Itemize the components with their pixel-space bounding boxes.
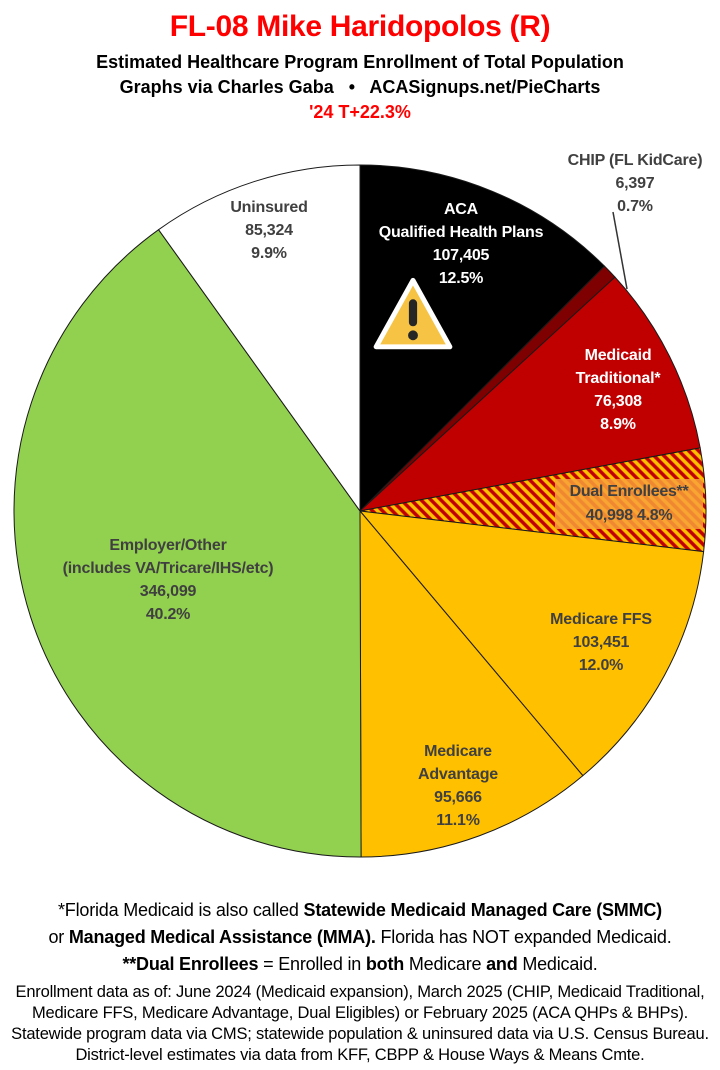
footnote-medicaid-line1: *Florida Medicaid is also called Statewi… <box>58 900 662 920</box>
page-title: FL-08 Mike Haridopolos (R) <box>169 10 551 43</box>
pie-slice-medicare-ffs <box>359 510 705 777</box>
chart-subtitle: Estimated Healthcare Program Enrollment … <box>96 52 624 72</box>
slice-label-chip: CHIP (FL KidCare) 6,397 0.7% <box>567 152 703 215</box>
slice-label-medicaid: Medicaid Traditional* 76,308 8.9% <box>575 347 661 433</box>
slice-label-medicare-advantage: Medicare Advantage 95,666 11.1% <box>418 743 498 829</box>
pie-slice-employer <box>13 229 362 858</box>
slice-label-aca: ACA Qualified Health Plans 107,405 12.5% <box>378 201 544 287</box>
slice-label-uninsured: Uninsured 85,324 9.9% <box>230 199 308 262</box>
pie-slice-medicaid <box>359 276 701 512</box>
slice-label-employer: Employer/Other (includes VA/Tricare/IHS/… <box>62 537 274 623</box>
footnote-medicaid-line2: or Managed Medical Assistance (MMA). Flo… <box>48 927 672 947</box>
chip-leader-line <box>612 211 628 290</box>
credit-line: Graphs via Charles Gaba • ACASignups.net… <box>119 77 601 97</box>
trend-badge: '24 T+22.3% <box>309 102 411 122</box>
slice-label-dual: Dual Enrollees** 40,998 4.8% <box>569 483 689 524</box>
pie-svg <box>13 164 707 858</box>
footnote-medicaid-line3: **Dual Enrollees = Enrolled in both Medi… <box>122 954 598 974</box>
footnote-medicaid: *Florida Medicaid is also called Statewi… <box>0 897 720 978</box>
slice-label-medicare-ffs: Medicare FFS 103,451 12.0% <box>550 611 652 674</box>
warning-icon <box>373 277 453 350</box>
pie-slice-aca <box>359 164 605 512</box>
pie-chart <box>0 163 720 863</box>
pie-slice-medicare-advantage <box>359 510 584 858</box>
footnote-sources: Enrollment data as of: June 2024 (Medica… <box>11 983 709 1064</box>
pie-slice-uninsured <box>158 164 361 512</box>
dual-enrollees-label-box: Dual Enrollees** 40,998 4.8% <box>555 479 703 529</box>
